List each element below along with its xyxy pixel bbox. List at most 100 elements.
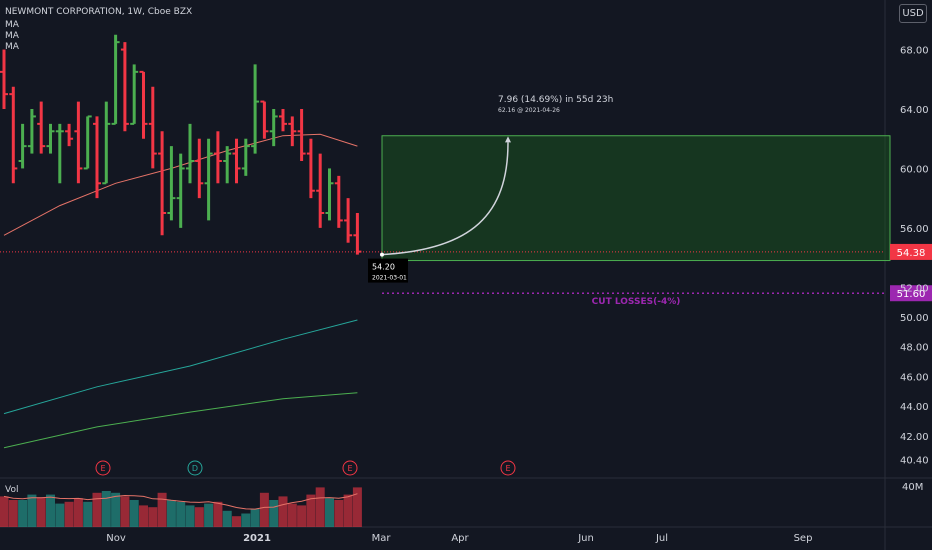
projection-arrow[interactable]: 7.96 (14.69%) in 55d 23h 62.16 @ 2021-04-…	[368, 95, 613, 283]
ohlc-bar-21	[195, 138, 204, 199]
volume-bar-20	[185, 505, 195, 527]
ma-label-2[interactable]: MA	[5, 31, 19, 41]
currency-button[interactable]: USD	[899, 4, 927, 23]
symbol-title[interactable]: NEWMONT CORPORATION, 1W, Cboe BZX	[5, 7, 193, 17]
event-circle	[95, 460, 111, 476]
projection-curve	[381, 142, 509, 256]
y-tick-label-9: 64.00	[900, 105, 929, 116]
volume-ma-line	[3, 493, 358, 510]
volume-bar-6	[55, 503, 65, 527]
ohlc-bar-14	[130, 64, 139, 125]
volume-bar-13	[120, 496, 130, 527]
event-label: E	[505, 464, 510, 473]
volume-axis-label: 40M	[902, 482, 924, 493]
ohlc-bar-25	[232, 138, 241, 184]
volume-bar-7	[64, 501, 74, 527]
ohlc-bar-27	[251, 64, 260, 154]
volume-bar-38	[352, 487, 362, 527]
start-label-box	[368, 258, 408, 283]
volume-bar-33	[306, 494, 316, 527]
volume-bar-12	[111, 492, 121, 527]
ohlc-bar-18	[167, 146, 176, 221]
volume-bar-27	[250, 509, 260, 527]
volume-bar-2	[18, 500, 28, 527]
volume-bar-23	[213, 501, 223, 527]
volume-bar-21	[194, 507, 204, 527]
last-price-badge	[890, 243, 932, 260]
event-marker-1: D	[187, 460, 203, 476]
x-tick-label-4: Jun	[577, 533, 594, 544]
volume-bar-8	[73, 498, 83, 527]
volume-bar-10	[92, 492, 102, 527]
y-tick-label-10: 68.00	[900, 46, 929, 57]
ma-label-3[interactable]: MA	[5, 42, 19, 52]
ohlc-bar-28	[260, 100, 269, 139]
ohlc-bars	[0, 34, 362, 255]
volume-bar-9	[83, 501, 93, 527]
ohlc-bar-4	[37, 101, 46, 154]
y-tick-label-7: 56.00	[900, 224, 929, 235]
ohlc-bar-37	[344, 198, 353, 243]
projection-start-label: 54.20	[372, 263, 395, 272]
volume-bar-25	[232, 516, 241, 527]
ohlc-bar-5	[46, 123, 55, 154]
ma-line-2	[3, 392, 358, 449]
ohlc-bar-35	[325, 168, 334, 221]
volume-bars	[0, 487, 362, 527]
volume-bar-17	[157, 492, 167, 527]
stop-loss-line[interactable]: CUT LOSSES(-4%) 51.60 54.38	[382, 243, 932, 307]
x-tick-label-2: Mar	[372, 533, 392, 544]
event-label: D	[192, 464, 198, 473]
volume-bar-34	[315, 487, 325, 527]
projection-arrowhead	[505, 136, 511, 143]
volume-bar-3	[27, 494, 37, 527]
ohlc-bar-3	[27, 109, 36, 154]
ohlc-bar-34	[316, 153, 325, 228]
stop-axis-label: 51.60	[897, 289, 926, 300]
last-price-label: 54.38	[897, 248, 926, 259]
y-tick-label-8: 60.00	[900, 164, 929, 175]
ohlc-bar-17	[158, 131, 167, 236]
target-zone-rect	[381, 135, 891, 262]
volume-bar-35	[325, 498, 334, 527]
ohlc-bar-19	[176, 153, 185, 228]
volume-bar-14	[129, 500, 139, 527]
x-tick-label-6: Sep	[794, 533, 813, 544]
ohlc-bar-1	[9, 86, 18, 184]
stop-axis-badge	[890, 285, 932, 302]
stop-label: CUT LOSSES(-4%)	[592, 297, 681, 307]
y-tick-label-0: 40.40	[900, 456, 929, 467]
volume-bar-15	[139, 505, 148, 527]
x-tick-label-3: Apr	[451, 533, 469, 544]
ohlc-bar-36	[334, 175, 343, 228]
volume-bar-24	[222, 510, 232, 527]
volume-bar-26	[241, 513, 251, 527]
ohlc-bar-26	[241, 138, 250, 176]
time-axis[interactable]: Nov 2021 Mar Apr Jun Jul Sep	[106, 533, 812, 544]
ohlc-bar-38	[353, 213, 362, 255]
ohlc-bar-13	[120, 42, 129, 132]
event-circle	[342, 460, 358, 476]
projection-start-point	[380, 252, 384, 257]
ohlc-bar-22	[204, 138, 213, 221]
ohlc-bar-11	[102, 101, 111, 185]
volume-bar-16	[148, 507, 158, 527]
event-circle	[500, 460, 516, 476]
target-zone[interactable]	[0, 135, 891, 262]
event-marker-2: E	[342, 460, 358, 476]
volume-bar-0	[0, 496, 9, 527]
event-marker-0: E	[95, 460, 111, 476]
ohlc-bar-9	[83, 115, 92, 170]
ohlc-bar-29	[269, 109, 278, 147]
ma-label-1[interactable]: MA	[5, 20, 19, 30]
event-marker-3: E	[500, 460, 516, 476]
ohlc-bar-31	[288, 116, 297, 147]
y-tick-label-6: 52.00	[900, 283, 929, 294]
volume-bar-11	[101, 491, 111, 527]
y-tick-label-4: 48.00	[900, 343, 929, 354]
price-axis[interactable]: 40.40 42.00 44.00 46.00 48.00 50.00 52.00 56.00…	[900, 46, 929, 467]
volume-label[interactable]: Vol	[5, 485, 19, 495]
y-tick-label-1: 42.00	[900, 432, 929, 443]
